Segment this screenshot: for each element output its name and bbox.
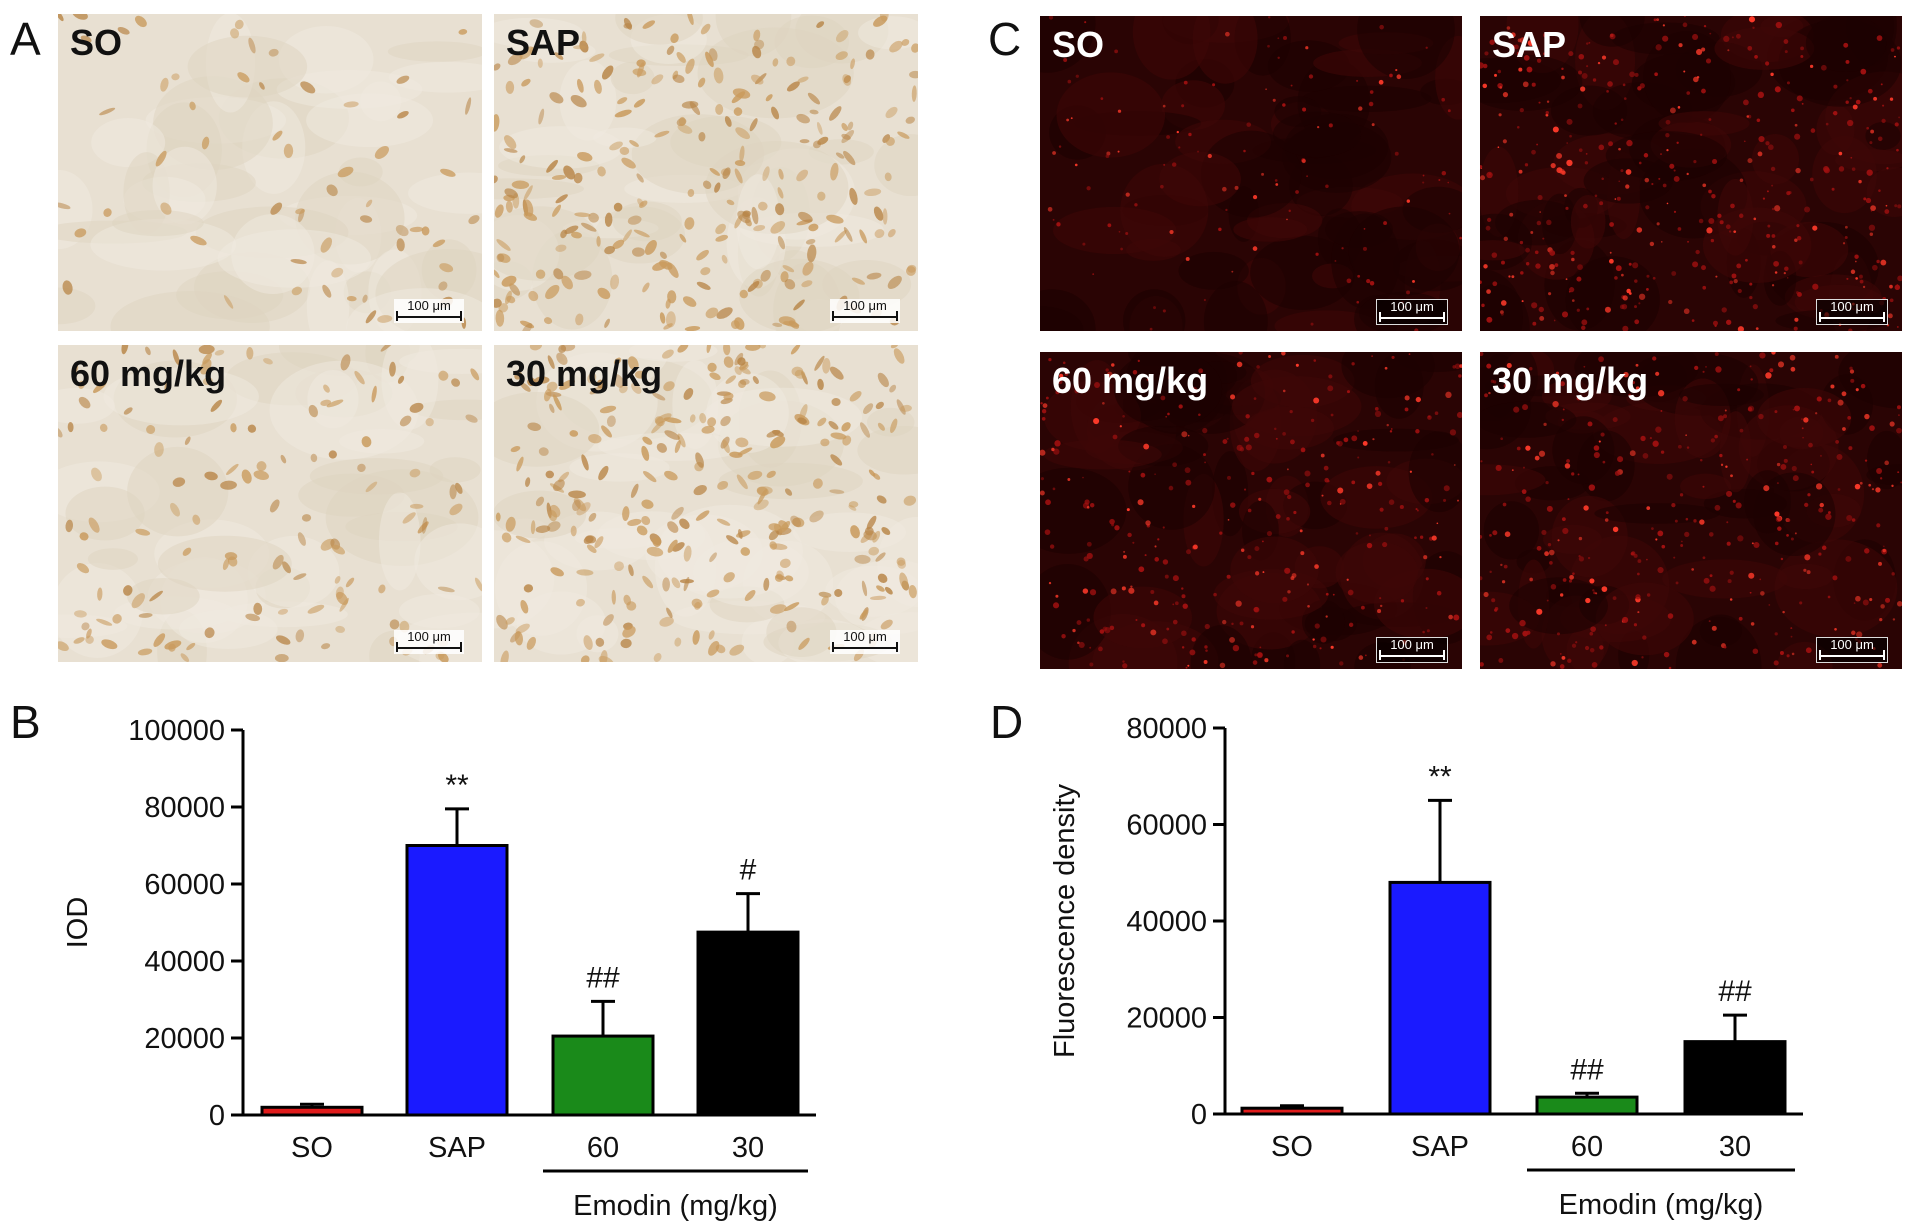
scale-bar-text: 100 μm bbox=[843, 298, 887, 313]
fluorescence-texture bbox=[1480, 352, 1902, 669]
group-label: Emodin (mg/kg) bbox=[1559, 1189, 1764, 1221]
bar-sap bbox=[1388, 880, 1492, 1116]
micrograph-label: SAP bbox=[1492, 24, 1567, 65]
group-label: Emodin (mg/kg) bbox=[573, 1190, 778, 1222]
scale-bar-text: 100 μm bbox=[407, 298, 451, 313]
scale-bar-text: 100 μm bbox=[407, 629, 451, 644]
y-tick-label: 80000 bbox=[144, 792, 225, 824]
bar-sap bbox=[405, 844, 509, 1117]
micrograph-a-60: 60 mg/kg 100 μm bbox=[58, 345, 482, 662]
significance-marker: ** bbox=[1428, 760, 1452, 793]
scale-bar-text: 100 μm bbox=[1390, 299, 1434, 314]
micrograph-label: 60 mg/kg bbox=[70, 353, 227, 394]
significance-marker: # bbox=[740, 854, 757, 887]
scale-bar: 100 μm bbox=[830, 630, 900, 654]
y-tick-label: 60000 bbox=[1126, 810, 1207, 842]
scale-bar-text: 100 μm bbox=[1830, 637, 1874, 652]
scale-bar: 100 μm bbox=[1376, 637, 1448, 663]
bar-30 bbox=[1683, 1040, 1787, 1116]
bar-60 bbox=[551, 1034, 655, 1117]
scale-bar: 100 μm bbox=[1816, 299, 1888, 325]
micrograph-c-60: 60 mg/kg 100 μm bbox=[1040, 352, 1462, 669]
micrograph-label: 60 mg/kg bbox=[1052, 360, 1209, 401]
scale-bar-text: 100 μm bbox=[843, 629, 887, 644]
x-tick-label: 60 bbox=[587, 1132, 619, 1164]
x-tick-label: 30 bbox=[1719, 1131, 1751, 1163]
y-tick-label: 0 bbox=[209, 1100, 225, 1132]
micrograph-label: 30 mg/kg bbox=[506, 353, 663, 394]
y-tick-label: 60000 bbox=[144, 869, 225, 901]
x-tick-label: SO bbox=[291, 1132, 333, 1164]
significance-marker: ## bbox=[1718, 975, 1752, 1008]
significance-marker: ## bbox=[1570, 1053, 1604, 1086]
bar-so bbox=[1240, 1106, 1344, 1116]
scale-bar: 100 μm bbox=[1376, 299, 1448, 325]
scale-bar: 100 μm bbox=[394, 630, 464, 654]
bar-chart-fluorescence-density: 0 20000 40000 60000 80000 Fluorescence densit… bbox=[1049, 713, 1803, 1221]
scale-bar: 100 μm bbox=[830, 299, 900, 323]
micrograph-label: SO bbox=[70, 22, 123, 63]
bar-so bbox=[260, 1105, 364, 1117]
x-tick-label: 30 bbox=[732, 1132, 764, 1164]
y-tick-label: 40000 bbox=[144, 946, 225, 978]
fluorescence-texture bbox=[1040, 16, 1462, 331]
y-axis-label: Fluorescence density bbox=[1049, 783, 1081, 1058]
y-tick-label: 100000 bbox=[128, 715, 225, 747]
scale-bar: 100 μm bbox=[1816, 637, 1888, 663]
tissue-texture bbox=[58, 345, 482, 662]
micrograph-label: SO bbox=[1052, 24, 1105, 65]
micrograph-a-so: SO 100 μm bbox=[58, 14, 482, 331]
micrograph-label: SAP bbox=[506, 22, 581, 63]
bar-60 bbox=[1535, 1095, 1639, 1116]
scale-bar-text: 100 μm bbox=[1390, 637, 1434, 652]
fluorescence-texture bbox=[1480, 16, 1902, 331]
tissue-texture bbox=[58, 14, 482, 331]
y-tick-label: 80000 bbox=[1126, 713, 1207, 745]
micrograph-a-30: 30 mg/kg 100 μm bbox=[494, 345, 918, 662]
significance-marker: ** bbox=[445, 769, 469, 802]
y-tick-label: 0 bbox=[1191, 1099, 1207, 1131]
micrograph-c-so: SO 100 μm bbox=[1040, 16, 1462, 331]
panel-letter-c: C bbox=[988, 13, 1022, 65]
x-tick-label: SAP bbox=[428, 1132, 486, 1164]
bar-chart-iod: 0 20000 40000 60000 80000 100000 IOD SO SAP ** 60 #… bbox=[62, 715, 816, 1222]
x-tick-label: SAP bbox=[1411, 1131, 1469, 1163]
x-tick-label: 60 bbox=[1571, 1131, 1603, 1163]
y-tick-label: 20000 bbox=[144, 1023, 225, 1055]
micrograph-c-sap: SAP 100 μm bbox=[1480, 16, 1902, 331]
fluorescence-texture bbox=[1040, 352, 1462, 669]
micrograph-label: 30 mg/kg bbox=[1492, 360, 1649, 401]
scale-bar-text: 100 μm bbox=[1830, 299, 1874, 314]
x-tick-label: SO bbox=[1271, 1131, 1313, 1163]
y-tick-label: 20000 bbox=[1126, 1003, 1207, 1035]
panel-letter-b: B bbox=[10, 696, 41, 748]
micrograph-c-30: 30 mg/kg 100 μm bbox=[1480, 352, 1902, 669]
scale-bar: 100 μm bbox=[394, 299, 464, 323]
micrograph-a-sap: SAP 100 μm bbox=[494, 14, 918, 331]
y-tick-label: 40000 bbox=[1126, 906, 1207, 938]
bar-30 bbox=[696, 930, 800, 1117]
significance-marker: ## bbox=[586, 961, 620, 994]
panel-letter-d: D bbox=[990, 696, 1024, 748]
tissue-texture bbox=[494, 14, 918, 331]
panel-letter-a: A bbox=[10, 13, 41, 65]
y-axis-label: IOD bbox=[62, 897, 94, 949]
